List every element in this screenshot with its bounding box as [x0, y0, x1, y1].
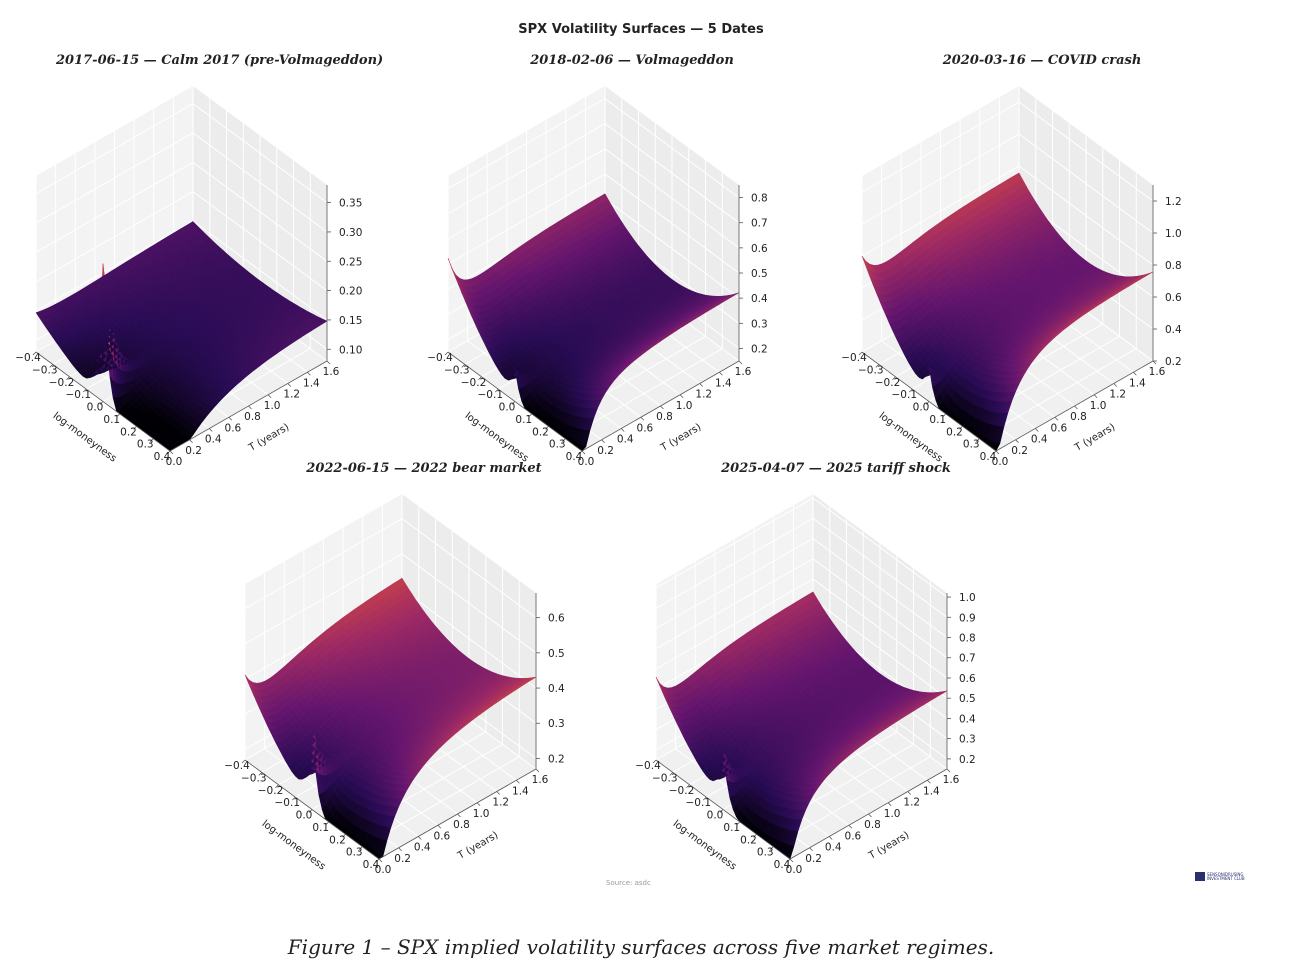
x-tick-label: −0.3 [32, 364, 58, 376]
y-tick-mark [267, 394, 272, 399]
x-tick-label: −0.1 [478, 389, 504, 401]
z-tick-label: 0.25 [339, 256, 362, 268]
z-tick-label: 0.6 [751, 243, 768, 255]
figure-suptitle: SPX Volatility Surfaces — 5 Dates [518, 22, 764, 37]
y-tick-mark [248, 405, 252, 410]
z-tick-label: 0.5 [751, 268, 768, 280]
y-tick-mark [228, 416, 233, 421]
y-tick-label: 0.2 [185, 445, 202, 457]
z-tick-label: 0.30 [339, 227, 362, 239]
x-tick-label: −0.4 [427, 352, 453, 364]
grid-line [35, 132, 328, 233]
z-tick-label: 0.2 [751, 343, 768, 355]
z-tick-label: 0.10 [339, 344, 362, 356]
x-tick-label: 0.2 [120, 426, 137, 438]
y-tick-label: 1.4 [715, 377, 732, 389]
y-tick-label: 1.2 [283, 389, 300, 401]
panel-title-2022: 2022-06-15 — 2022 bear market [306, 461, 542, 476]
y-tick-label: 1.4 [303, 377, 320, 389]
y-tick-label: 0.6 [637, 422, 654, 434]
surface [35, 221, 328, 452]
panel-title-2025: 2025-04-07 — 2025 tariff shock [721, 461, 951, 476]
x-tick-label: −0.2 [49, 377, 75, 389]
y-tick-label: 0.8 [244, 411, 261, 423]
grid-line [35, 191, 328, 292]
y-tick-mark [620, 428, 625, 432]
x-tick-label: 0.3 [549, 439, 566, 451]
y-tick-label: 0.2 [597, 445, 614, 457]
panel-title-2020: 2020-03-16 — COVID crash [942, 53, 1142, 68]
panel-title-2018: 2018-02-06 — Volmageddon [530, 53, 734, 68]
z-tick-label: 0.15 [339, 315, 362, 327]
y-tick-mark [719, 371, 723, 376]
x-tick-label: 0.0 [499, 402, 516, 414]
y-tick-label: 1.6 [323, 366, 340, 378]
y-tick-mark [660, 405, 664, 410]
z-tick-label: 0.20 [339, 286, 362, 298]
x-tick-label: −0.1 [66, 389, 92, 401]
y-tick-label: 0.0 [166, 456, 183, 468]
grid-line [35, 220, 328, 321]
y-tick-label: 0.8 [656, 411, 673, 423]
y-tick-label: 1.0 [264, 400, 281, 412]
y-tick-mark [679, 394, 684, 399]
y-axis-label: T (years) [658, 422, 703, 454]
x-tick-label: 0.1 [103, 414, 120, 426]
y-tick-mark [581, 450, 586, 455]
y-tick-mark [699, 383, 704, 387]
z-tick-label: 0.3 [751, 318, 768, 330]
y-tick-mark [601, 439, 605, 444]
z-tick-label: 0.8 [751, 193, 768, 205]
y-tick-label: 1.6 [735, 366, 752, 378]
y-tick-mark [169, 450, 174, 455]
y-tick-label: 0.4 [617, 434, 634, 446]
x-tick-label: −0.2 [461, 377, 487, 389]
z-tick-label: 0.7 [751, 218, 768, 230]
y-tick-mark [307, 371, 311, 376]
y-tick-label: 1.0 [676, 400, 693, 412]
x-tick-label: 0.3 [137, 439, 154, 451]
grid-line [35, 103, 328, 204]
y-tick-mark [326, 360, 331, 365]
y-tick-label: 1.2 [695, 389, 712, 401]
x-tick-label: −0.3 [444, 364, 470, 376]
x-tick-label: −0.4 [15, 352, 41, 364]
x-tick-label: 0.2 [532, 426, 549, 438]
y-tick-mark [287, 383, 292, 387]
y-tick-mark [738, 360, 743, 365]
panel-title-2017: 2017-06-15 — Calm 2017 (pre-Volmageddon) [56, 53, 384, 68]
z-tick-label: 0.4 [751, 293, 768, 305]
surface-plot-2017: −0.4−0.3−0.2−0.10.00.10.20.30.40.00.20.4… [15, 86, 362, 468]
x-tick-label: 0.0 [87, 402, 104, 414]
y-axis-label: T (years) [246, 422, 291, 454]
y-tick-mark [189, 439, 193, 444]
y-tick-label: 0.6 [225, 422, 242, 434]
z-tick-label: 0.35 [339, 198, 362, 210]
y-tick-mark [208, 428, 213, 432]
grid-line [35, 161, 328, 262]
y-tick-mark [640, 416, 645, 421]
y-tick-label: 0.4 [205, 434, 222, 446]
x-tick-label: 0.1 [515, 414, 532, 426]
y-tick-label: 0.0 [578, 456, 595, 468]
